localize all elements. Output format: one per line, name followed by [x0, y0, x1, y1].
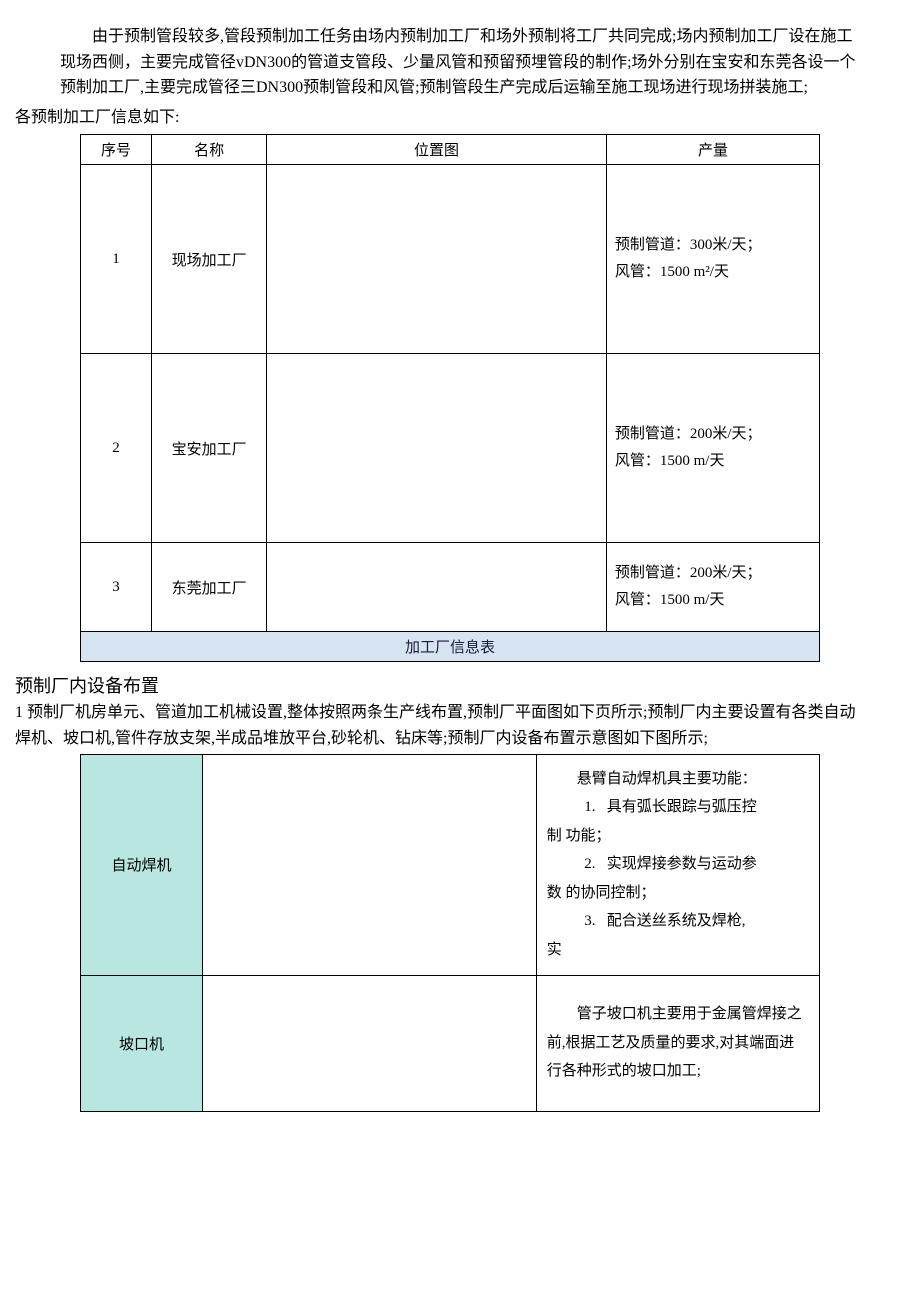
intro-paragraph-2: 各预制加工厂信息如下:	[15, 105, 860, 131]
cell-map	[267, 354, 607, 543]
cell-name: 东莞加工厂	[152, 543, 267, 632]
desc-item: 2. 实现焊接参数与运动参	[547, 850, 809, 879]
desc-item-cont: 数 的协同控制；	[547, 885, 656, 901]
header-name: 名称	[152, 135, 267, 165]
equipment-section-heading: 预制厂内设备布置	[15, 672, 860, 698]
table-header-row: 序号 名称 位置图 产量	[81, 135, 820, 165]
cell-no: 1	[81, 165, 152, 354]
desc-item-cont: 实	[547, 942, 562, 958]
header-map: 位置图	[267, 135, 607, 165]
cell-no: 2	[81, 354, 152, 543]
table-row: 自动焊机 悬臂自动焊机具主要功能： 1. 具有弧长跟踪与弧压控 制 功能； 2.…	[81, 754, 820, 975]
equipment-section-para: 1 预制厂机房单元、管道加工机械设置,整体按照两条生产线布置,预制厂平面图如下页…	[15, 700, 860, 751]
table-row: 1 现场加工厂 预制管道：300米/天； 风管：1500 m²/天	[81, 165, 820, 354]
desc-lead: 悬臂自动焊机具主要功能：	[547, 765, 809, 794]
equip-desc-cell: 管子坡口机主要用于金属管焊接之前,根据工艺及质量的要求,对其端面进行各种形式的坡…	[536, 975, 819, 1111]
cell-no: 3	[81, 543, 152, 632]
table-caption: 加工厂信息表	[81, 632, 820, 662]
cell-map	[267, 543, 607, 632]
equip-desc-cell: 悬臂自动焊机具主要功能： 1. 具有弧长跟踪与弧压控 制 功能； 2. 实现焊接…	[536, 754, 819, 975]
equip-name-cell: 坡口机	[81, 975, 203, 1111]
desc-item-cont: 制 功能；	[547, 828, 611, 844]
desc-item: 3. 配合送丝系统及焊枪,	[547, 907, 809, 936]
cell-output: 预制管道：200米/天； 风管：1500 m/天	[606, 354, 819, 543]
cell-name: 现场加工厂	[152, 165, 267, 354]
equip-image-cell	[202, 754, 536, 975]
equip-name-cell: 自动焊机	[81, 754, 203, 975]
factory-info-table: 序号 名称 位置图 产量 1 现场加工厂 预制管道：300米/天； 风管：150…	[80, 134, 820, 662]
equipment-table: 自动焊机 悬臂自动焊机具主要功能： 1. 具有弧长跟踪与弧压控 制 功能； 2.…	[80, 754, 820, 1112]
desc-item: 1. 具有弧长跟踪与弧压控	[547, 793, 809, 822]
cell-output: 预制管道：300米/天； 风管：1500 m²/天	[606, 165, 819, 354]
header-no: 序号	[81, 135, 152, 165]
cell-output: 预制管道：200米/天； 风管：1500 m/天	[606, 543, 819, 632]
cell-name: 宝安加工厂	[152, 354, 267, 543]
table-row: 2 宝安加工厂 预制管道：200米/天； 风管：1500 m/天	[81, 354, 820, 543]
header-output: 产量	[606, 135, 819, 165]
cell-map	[267, 165, 607, 354]
table-caption-row: 加工厂信息表	[81, 632, 820, 662]
desc-text: 管子坡口机主要用于金属管焊接之前,根据工艺及质量的要求,对其端面进行各种形式的坡…	[547, 1000, 809, 1086]
table-row: 3 东莞加工厂 预制管道：200米/天； 风管：1500 m/天	[81, 543, 820, 632]
intro-paragraph-1: 由于预制管段较多,管段预制加工任务由场内预制加工厂和场外预制将工厂共同完成;场内…	[60, 24, 860, 101]
equip-image-cell	[202, 975, 536, 1111]
table-row: 坡口机 管子坡口机主要用于金属管焊接之前,根据工艺及质量的要求,对其端面进行各种…	[81, 975, 820, 1111]
